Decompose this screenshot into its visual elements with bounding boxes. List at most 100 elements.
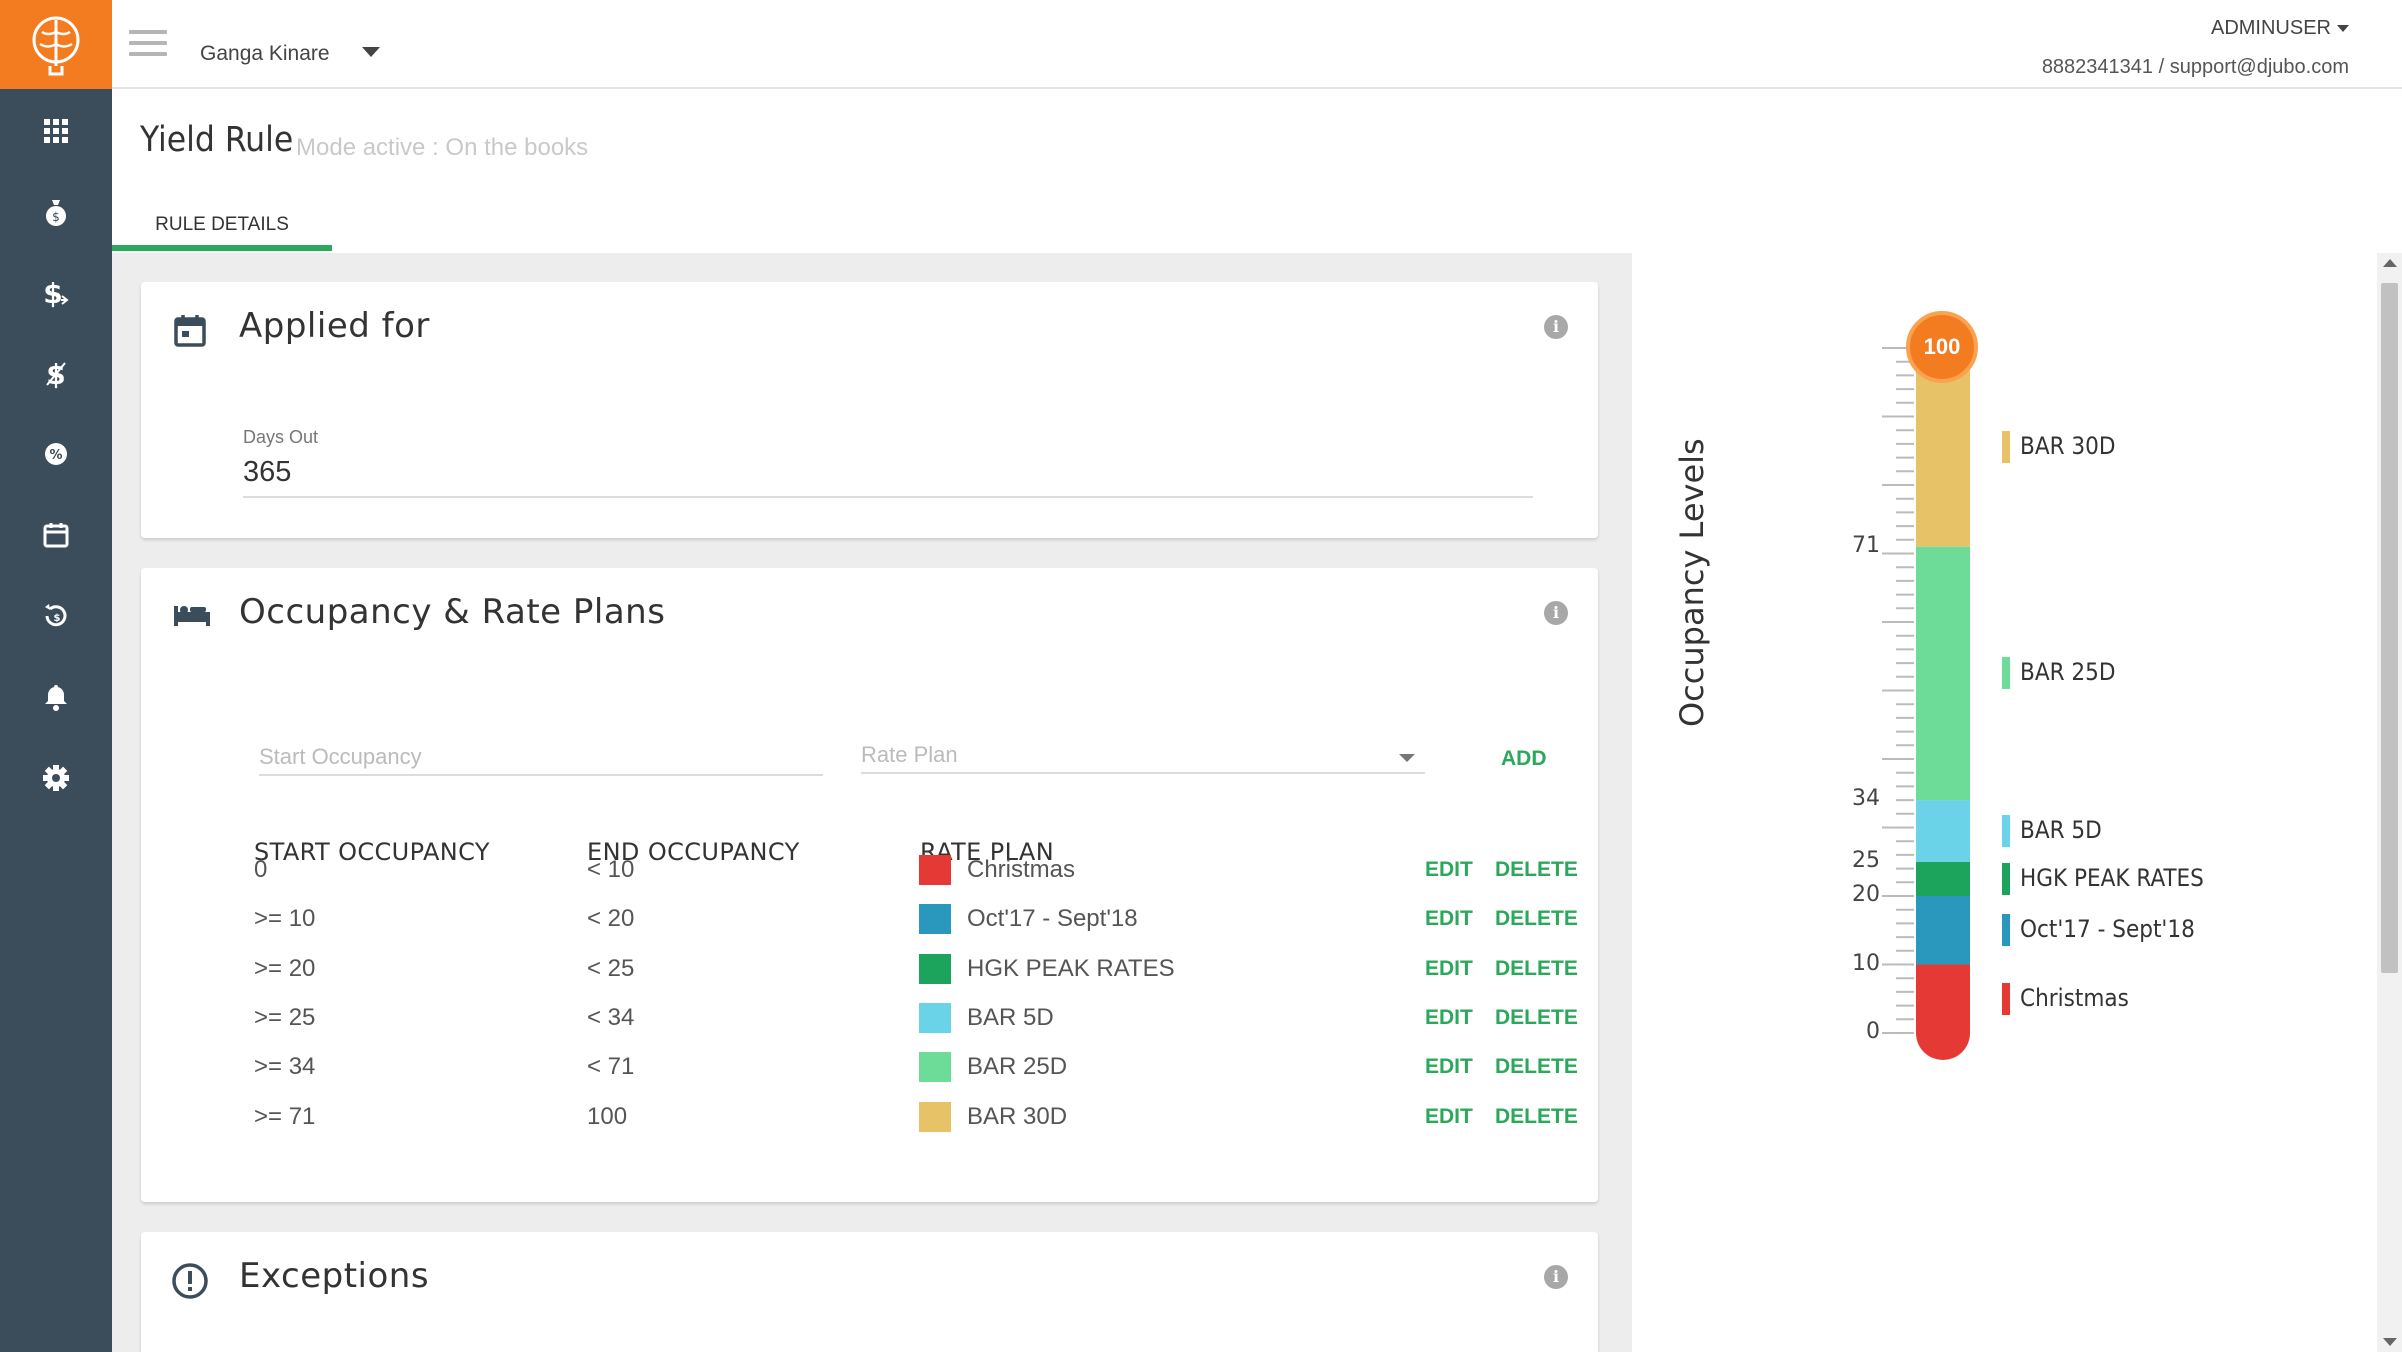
segment-label: Oct'17 - Sept'18 [2020,915,2195,944]
segment-label: HGK PEAK RATES [2020,863,2204,892]
hotel-selector[interactable]: Ganga Kinare [200,42,330,65]
scroll-down-icon[interactable] [2383,1338,2397,1346]
scrollbar[interactable] [2377,253,2402,1352]
hamburger-menu-icon[interactable] [129,30,167,58]
scale-tick-label: 34 [1852,786,1880,812]
svg-text:$: $ [52,210,60,224]
calendar-icon [171,312,209,350]
segment-legend-marker [2002,814,2010,847]
delete-button[interactable]: DELETE [1495,1005,1578,1029]
delete-button[interactable]: DELETE [1495,956,1578,980]
occupancy-levels-axis-label: Occupancy Levels [1673,438,1711,727]
exceptions-title: Exceptions [239,1256,430,1296]
occupancy-segment [1916,896,1970,965]
occupancy-segment [1916,861,1970,896]
table-row: >= 25 < 34 BAR 5D EDIT DELETE [141,998,1598,1038]
rate-plan-color-swatch [919,1002,951,1033]
info-icon[interactable]: i [1544,601,1568,625]
max-occupancy-badge: 100 [1906,311,1978,383]
start-occupancy-cell: >= 34 [254,1053,316,1081]
rate-plan-color-swatch [919,953,951,984]
calendar-icon[interactable] [36,515,76,555]
edit-button[interactable]: EDIT [1425,907,1473,931]
support-contact: 8882341341 / support@djubo.com [2041,56,2349,78]
rate-plan-name: HGK PEAK RATES [967,954,1175,982]
delete-button[interactable]: DELETE [1495,858,1578,881]
page-header: Yield Rule Mode active : On the books RU… [112,89,2402,253]
edit-button[interactable]: EDIT [1425,1055,1473,1079]
bell-icon[interactable] [36,677,76,717]
start-occupancy-cell: >= 71 [254,1102,316,1130]
table-row: >= 34 < 71 BAR 25D EDIT DELETE [141,1047,1598,1087]
scale-tick-label: 25 [1852,847,1880,873]
percent-circle-icon[interactable]: % [36,434,76,474]
money-bag-icon[interactable]: $ [36,192,76,232]
table-row: >= 10 < 20 Oct'17 - Sept'18 EDIT DELETE [141,899,1598,939]
tab-rule-details[interactable]: RULE DETAILS [112,202,332,251]
scale-tick-label: 20 [1852,882,1880,907]
start-occupancy-cell: >= 10 [254,905,316,933]
start-occupancy-cell: 0 [254,856,268,883]
top-bar: Ganga Kinare ADMINUSER 8882341341 / supp… [112,0,2402,89]
end-occupancy-cell: < 71 [587,1053,635,1081]
hotel-dropdown-caret-icon[interactable] [362,47,380,57]
segment-label: BAR 25D [2020,658,2116,687]
delete-button[interactable]: DELETE [1495,1104,1578,1128]
scale-tick-label: 71 [1852,532,1880,558]
info-icon[interactable]: i [1544,315,1568,339]
edit-button[interactable]: EDIT [1425,858,1473,881]
column-header-start: START OCCUPANCY [254,838,490,866]
start-occupancy-input[interactable]: Start Occupancy [259,732,823,776]
page-title: Yield Rule [140,120,294,160]
edit-button[interactable]: EDIT [1425,956,1473,980]
svg-text:$: $ [43,278,62,308]
end-occupancy-cell: < 20 [587,905,635,933]
dollar-icon[interactable]: $ [36,273,76,313]
scroll-up-icon[interactable] [2383,259,2397,267]
scale-tick-label: 0 [1866,1019,1880,1044]
rate-plan-select[interactable]: Rate Plan [861,730,1425,774]
occupancy-rate-plans-card: Occupancy & Rate Plans i Start Occupancy… [141,568,1598,1202]
rate-plan-color-swatch [919,1052,951,1083]
table-row: >= 20 < 25 HGK PEAK RATES EDIT DELETE [141,949,1598,989]
start-occupancy-cell: >= 20 [254,954,316,982]
svg-text:$: $ [54,613,61,624]
applied-for-title: Applied for [239,306,430,346]
segment-label: BAR 5D [2020,815,2102,844]
segment-legend-marker [2002,914,2010,947]
exceptions-card: Exceptions i [141,1232,1598,1352]
edit-button[interactable]: EDIT [1425,1005,1473,1029]
occupancy-thermometer [1882,347,1970,1060]
chevron-down-icon [1399,754,1415,762]
column-header-end: END OCCUPANCY [587,838,800,866]
table-row: 0 < 10 Christmas EDIT DELETE [141,850,1598,890]
days-out-field[interactable]: 365 [243,452,1533,498]
delete-button[interactable]: DELETE [1495,1055,1578,1079]
delete-button[interactable]: DELETE [1495,907,1578,931]
user-menu[interactable]: ADMINUSER [2211,17,2349,40]
gear-icon[interactable] [36,758,76,798]
main-content: Applied for i Days Out 365 Occupancy & R… [112,253,1632,1352]
segment-label: BAR 30D [2020,432,2116,461]
history-icon[interactable]: $ [36,596,76,636]
info-icon[interactable]: i [1544,1265,1568,1289]
segment-label: Christmas [2020,983,2129,1012]
rate-plan-name: BAR 25D [967,1053,1068,1081]
add-button[interactable]: ADD [1501,747,1547,770]
end-occupancy-cell: < 25 [587,954,635,982]
dollar-alt-icon[interactable]: $ [36,354,76,394]
mode-status: Mode active : On the books [296,134,589,161]
start-occupancy-cell: >= 25 [254,1003,316,1031]
scrollbar-thumb[interactable] [2381,283,2398,973]
occupancy-levels-panel [1632,253,2377,1352]
occupancy-segment [1916,964,1970,1033]
rate-plan-color-swatch [919,904,951,935]
bed-icon [171,596,210,634]
rate-plan-name: BAR 5D [967,1003,1054,1031]
svg-text:%: % [49,448,62,463]
grid-icon[interactable] [36,111,76,151]
segment-legend-marker [2002,862,2010,895]
brain-logo-icon[interactable] [0,0,112,89]
edit-button[interactable]: EDIT [1425,1104,1473,1128]
sidebar: $ $ $ % $ [0,0,112,1352]
